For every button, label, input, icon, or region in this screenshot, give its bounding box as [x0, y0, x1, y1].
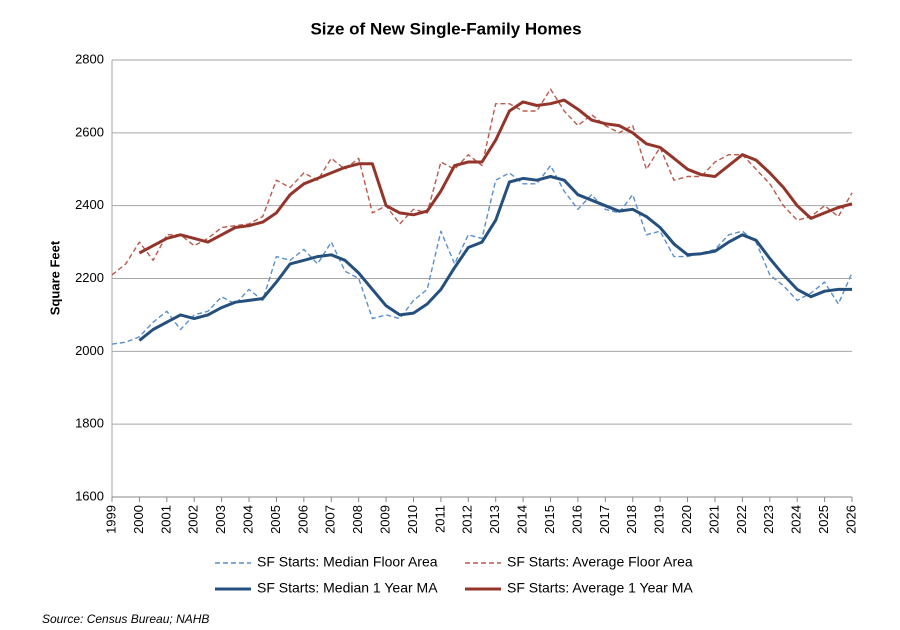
x-tick-label: 2003	[213, 505, 228, 534]
source-note: Source: Census Bureau; NAHB	[42, 612, 209, 626]
x-tick-label: 2024	[789, 505, 804, 534]
x-tick-label: 2010	[405, 505, 420, 534]
x-tick-label: 2001	[158, 505, 173, 534]
x-tick-label: 2009	[378, 505, 393, 534]
x-tick-label: 2011	[432, 505, 447, 533]
x-tick-label: 2022	[734, 505, 749, 534]
y-tick-label: 2200	[75, 270, 104, 285]
legend-label: SF Starts: Average 1 Year MA	[507, 580, 693, 596]
x-tick-label: 2004	[240, 505, 255, 534]
y-tick-label: 2000	[75, 343, 104, 358]
x-tick-label: 2016	[569, 505, 584, 534]
x-tick-label: 2020	[679, 505, 694, 534]
x-tick-label: 2008	[350, 505, 365, 534]
x-tick-label: 2018	[624, 505, 639, 534]
x-tick-label: 2007	[323, 505, 338, 534]
y-axis-label: Square Feet	[47, 240, 62, 315]
y-tick-label: 1800	[75, 416, 104, 431]
x-tick-label: 2000	[131, 505, 146, 534]
x-tick-label: 2012	[460, 505, 475, 534]
y-tick-label: 2800	[75, 51, 104, 66]
y-tick-label: 1600	[75, 488, 104, 503]
y-tick-label: 2400	[75, 197, 104, 212]
x-tick-label: 2017	[597, 505, 612, 534]
series-line	[111, 88, 853, 276]
series-line	[138, 175, 852, 342]
legend-label: SF Starts: Average Floor Area	[507, 554, 693, 570]
x-tick-label: 2006	[295, 505, 310, 534]
x-tick-label: 2025	[816, 505, 831, 534]
x-tick-label: 2015	[542, 505, 557, 534]
legend-label: SF Starts: Median 1 Year MA	[257, 580, 438, 596]
x-tick-label: 2005	[268, 505, 283, 534]
x-tick-label: 2023	[761, 505, 776, 534]
series-line	[111, 164, 853, 345]
legend-label: SF Starts: Median Floor Area	[257, 554, 438, 570]
y-tick-label: 2600	[75, 124, 104, 139]
x-tick-label: 2019	[652, 505, 667, 534]
x-tick-label: 2021	[706, 505, 721, 534]
x-tick-label: 2026	[843, 505, 858, 534]
x-tick-label: 2002	[186, 505, 201, 534]
chart-title: Size of New Single-Family Homes	[310, 19, 581, 38]
series-line	[138, 98, 853, 255]
x-tick-label: 1999	[103, 505, 118, 534]
x-tick-label: 2013	[487, 505, 502, 534]
x-tick-label: 2014	[515, 505, 530, 534]
